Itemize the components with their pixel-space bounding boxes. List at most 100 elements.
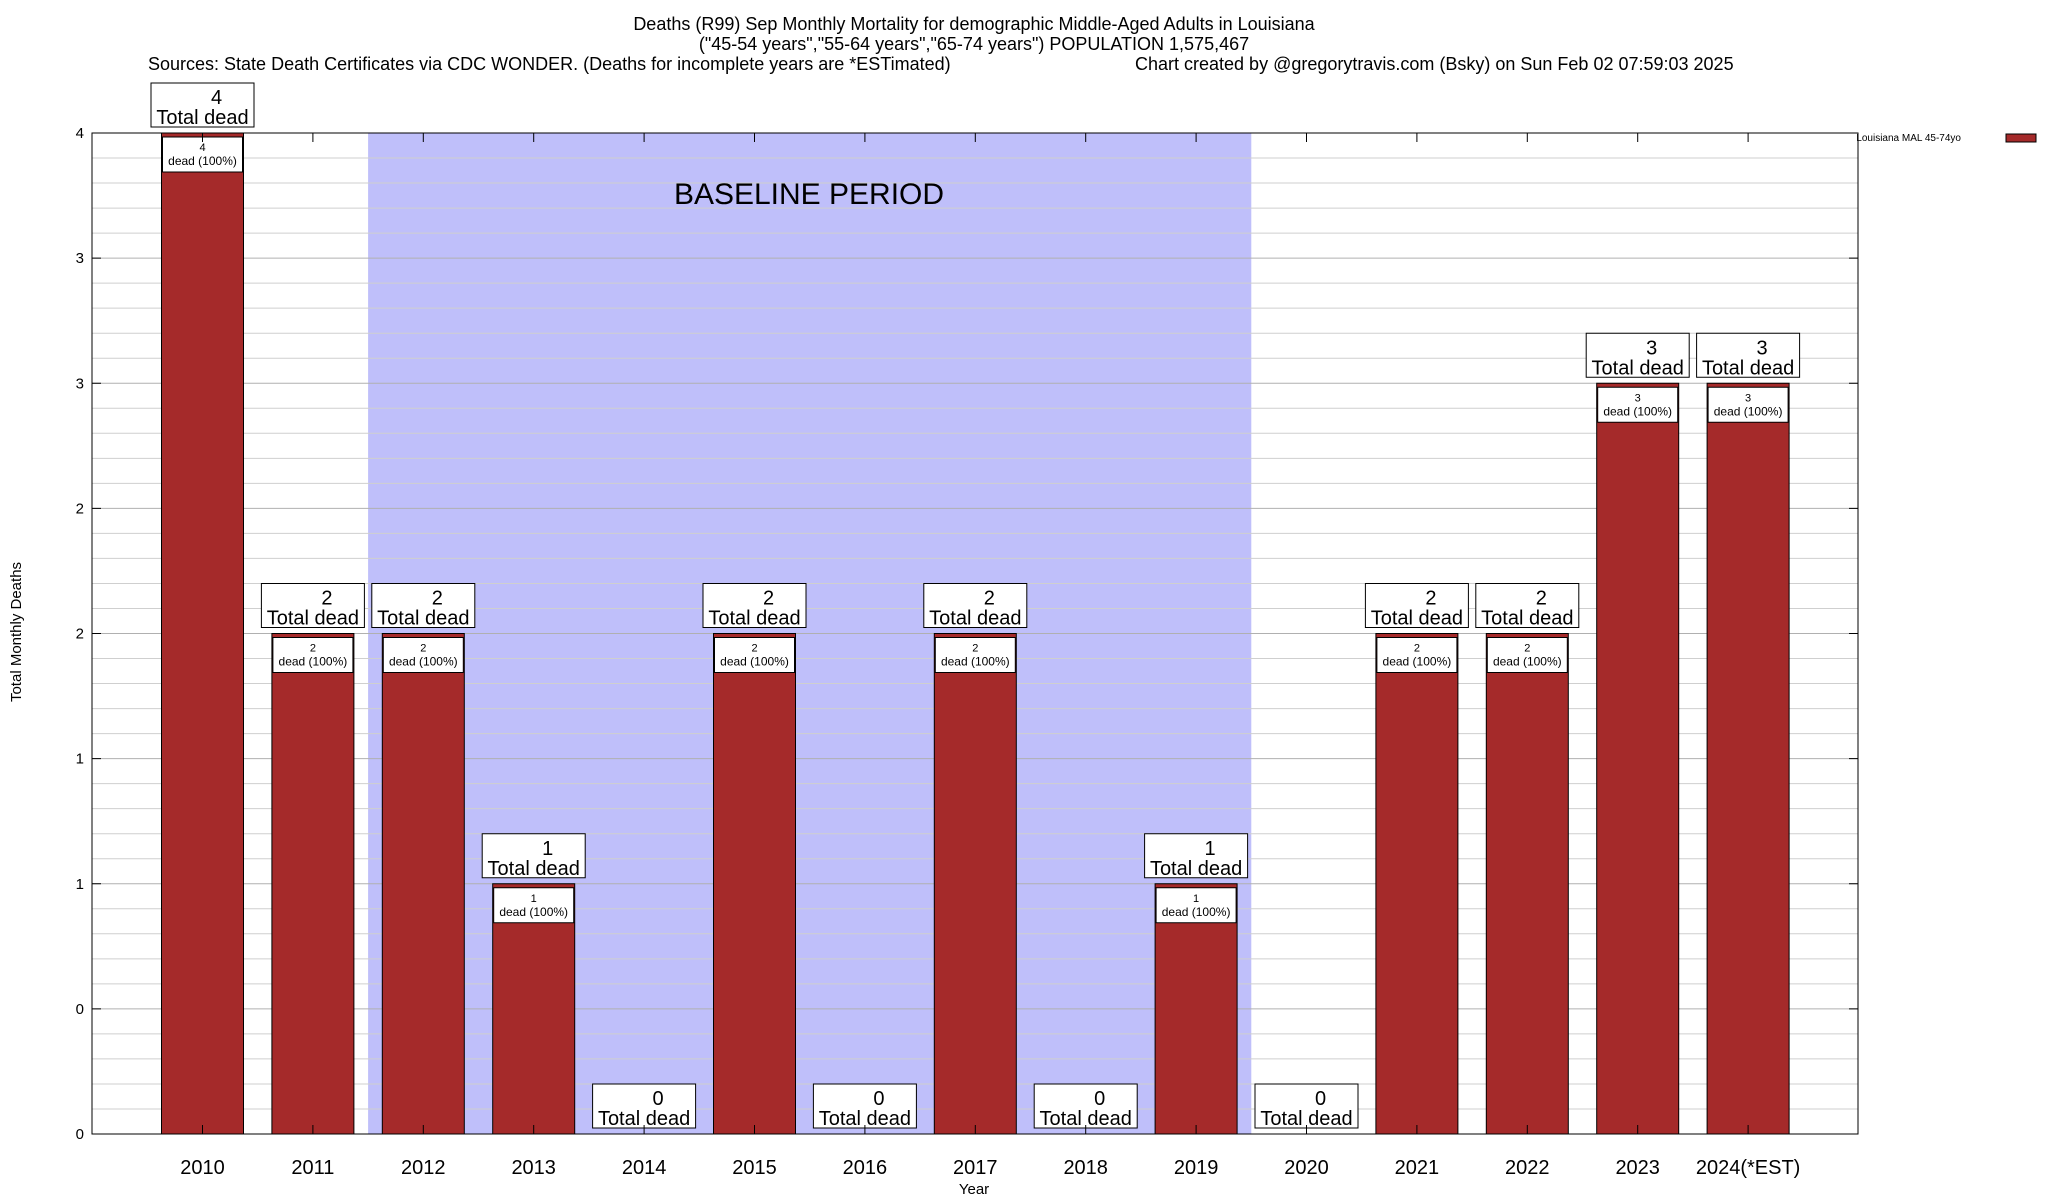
y-axis-label: Total Monthly Deaths (8, 562, 25, 702)
total-label-text: Total dead (598, 1108, 690, 1130)
x-tick-label: 2023 (1615, 1157, 1660, 1179)
legend: Louisiana MAL 45-74yo (1856, 133, 2037, 144)
inner-label-value: 2 (1524, 643, 1530, 655)
y-tick-label: 4 (76, 125, 84, 142)
total-label-value: 0 (1094, 1088, 1105, 1110)
total-label-value: 2 (432, 588, 443, 610)
inner-label-value: 1 (531, 893, 537, 905)
y-tick-label: 2 (76, 500, 84, 517)
total-label-text: Total dead (1371, 608, 1463, 630)
total-label-value: 3 (1757, 337, 1768, 359)
x-tick-label: 2012 (401, 1157, 446, 1179)
bars-layer (161, 132, 1790, 1135)
chart-subtitle: ("45-54 years","55-64 years","65-74 year… (699, 34, 1249, 54)
total-label-box (481, 833, 586, 879)
bar (271, 633, 355, 1135)
inner-label-box (1155, 887, 1237, 924)
inner-label-text: dead (100%) (499, 905, 568, 919)
total-label-value: 4 (211, 87, 222, 109)
total-label-value: 1 (1205, 838, 1216, 860)
inner-label-box (162, 136, 243, 173)
total-label-value: 2 (984, 588, 995, 610)
total-label-text: Total dead (1702, 357, 1794, 379)
y-tick-label: 0 (76, 1126, 84, 1143)
total-label-value: 3 (1646, 337, 1657, 359)
bar (1375, 633, 1459, 1135)
total-label-value: 0 (1315, 1088, 1326, 1110)
inner-label-box (1597, 386, 1679, 423)
chart-title: Deaths (R99) Sep Monthly Mortality for d… (633, 14, 1315, 34)
inner-label-box (382, 637, 464, 673)
total-label-text: Total dead (1481, 608, 1573, 630)
x-tick-label: 2017 (953, 1157, 998, 1179)
bar (1706, 382, 1790, 1135)
total-label-value: 2 (321, 588, 332, 610)
inner-label-box (493, 887, 575, 924)
inner-label-box (1376, 637, 1458, 673)
x-axis-label: Year (959, 1181, 989, 1198)
total-label-box (1696, 332, 1801, 378)
total-label-box (1254, 1083, 1359, 1129)
y-tick-label: 1 (76, 751, 84, 768)
y-tick-label: 2 (76, 626, 84, 643)
bar (492, 883, 576, 1135)
total-label-text: Total dead (929, 608, 1021, 630)
total-label-text: Total dead (267, 608, 359, 630)
inner-label-box (1486, 637, 1568, 673)
total-label-value: 0 (653, 1088, 664, 1110)
inner-label-box (272, 637, 354, 673)
total-label-value: 0 (873, 1088, 884, 1110)
x-tick-label: 2013 (511, 1157, 556, 1179)
total-label-box (1475, 583, 1580, 628)
inner-label-text: dead (100%) (1383, 655, 1452, 669)
y-tick-label: 3 (76, 375, 84, 392)
chart-sources: Sources: State Death Certificates via CD… (148, 54, 951, 74)
bar (713, 633, 796, 1135)
x-tick-label: 2020 (1284, 1157, 1329, 1179)
total-label-text: Total dead (1592, 357, 1684, 379)
x-tick-label: 2019 (1174, 1157, 1219, 1179)
x-tick-label: 2016 (843, 1157, 888, 1179)
inner-label-text: dead (100%) (1714, 404, 1783, 418)
total-label-text: Total dead (156, 107, 248, 129)
total-label-value: 2 (1536, 588, 1547, 610)
chart-credit: Chart created by @gregorytravis.com (Bsk… (1135, 54, 1734, 74)
total-label-box (1033, 1083, 1138, 1129)
x-tick-label: 2015 (732, 1157, 777, 1179)
y-tick-label: 0 (76, 1001, 84, 1018)
inner-label-box (934, 637, 1016, 673)
total-label-box (592, 1083, 697, 1129)
total-label-box (371, 583, 476, 628)
inner-label-text: dead (100%) (941, 655, 1010, 669)
total-label-value: 1 (542, 838, 553, 860)
total-label-value: 2 (1425, 588, 1436, 610)
legend-swatch (2005, 133, 2037, 143)
inner-label-value: 1 (1193, 893, 1199, 905)
inner-label-value: 3 (1635, 392, 1641, 404)
inner-label-value: 4 (199, 142, 205, 154)
inner-label-value: 2 (420, 643, 426, 655)
inner-label-text: dead (100%) (1162, 905, 1231, 919)
x-tick-label: 2018 (1063, 1157, 1108, 1179)
total-label-box (1585, 332, 1690, 378)
bar (1154, 883, 1238, 1135)
inner-label-text: dead (100%) (389, 655, 458, 669)
total-label-box (812, 1083, 917, 1129)
total-label-box (150, 82, 255, 128)
bar (381, 633, 465, 1135)
x-tick-label: 2014 (622, 1157, 667, 1179)
total-label-box (1364, 583, 1469, 628)
inner-label-value: 2 (972, 643, 978, 655)
bar (161, 132, 244, 1135)
x-tick-label: 2010 (180, 1157, 225, 1179)
inner-label-text: dead (100%) (1603, 404, 1672, 418)
inner-label-text: dead (100%) (279, 655, 348, 669)
bar (1596, 382, 1680, 1135)
baseline-label: BASELINE PERIOD (674, 178, 944, 211)
total-label-text: Total dead (708, 608, 800, 630)
inner-label-box (714, 637, 795, 673)
inner-label-text: dead (100%) (168, 154, 237, 168)
inner-label-value: 3 (1745, 392, 1751, 404)
